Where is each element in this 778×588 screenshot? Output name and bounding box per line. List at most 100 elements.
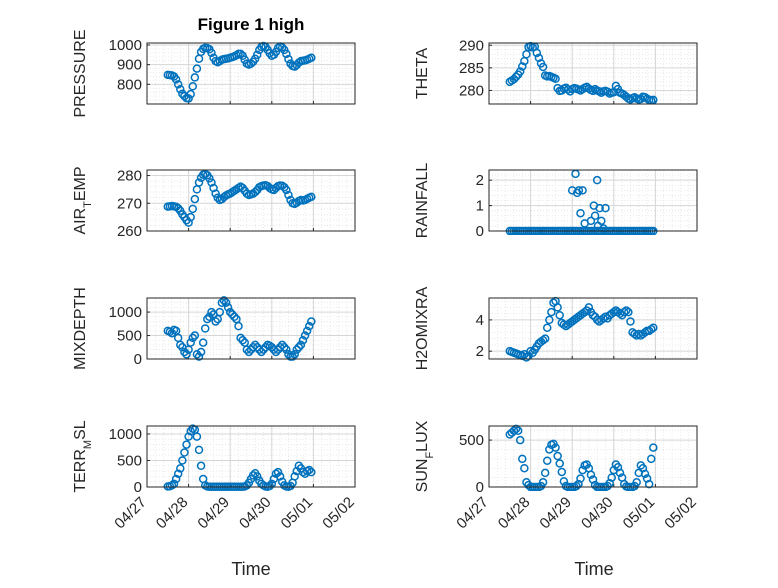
y-tick-label: 285 xyxy=(459,60,484,77)
y-tick-label: 290 xyxy=(459,37,484,54)
data-point xyxy=(586,470,596,480)
data-point xyxy=(288,352,297,361)
y-axis-label: PRESSURE xyxy=(72,29,89,117)
data-point xyxy=(526,346,535,356)
y-axis-label: THETA xyxy=(414,48,431,100)
data-point xyxy=(599,224,608,233)
data-point xyxy=(246,59,256,68)
data-point xyxy=(194,178,204,187)
data-point xyxy=(194,352,204,361)
y-tick-label: 0 xyxy=(134,351,142,368)
data-point xyxy=(261,343,270,352)
data-point xyxy=(192,64,202,73)
y-tick-label: 0 xyxy=(476,223,484,240)
data-point xyxy=(290,472,299,481)
data-point xyxy=(176,340,185,350)
data-point xyxy=(190,331,200,340)
data-point xyxy=(615,468,625,478)
data-point xyxy=(173,80,183,89)
data-point xyxy=(555,459,564,468)
data-point xyxy=(553,451,562,461)
y-tick-label: 260 xyxy=(117,223,142,240)
axes-background xyxy=(147,43,355,104)
data-point xyxy=(584,303,594,312)
y-tick-label: 4 xyxy=(476,312,484,329)
data-point xyxy=(290,350,299,359)
data-point xyxy=(282,49,291,59)
axes-frame xyxy=(146,297,356,360)
data-point xyxy=(176,464,185,473)
data-point xyxy=(509,426,519,435)
axes-background xyxy=(489,426,697,487)
x-tick-label: 05/01 xyxy=(278,494,317,533)
x-tick-label: 05/01 xyxy=(620,494,659,533)
data-point xyxy=(223,303,233,312)
data-point xyxy=(196,347,206,357)
y-tick-label: 280 xyxy=(117,168,142,185)
data-series xyxy=(505,296,658,362)
y-tick-label: 1000 xyxy=(109,304,142,321)
data-point xyxy=(277,340,287,350)
y-tick-label: 1000 xyxy=(109,426,142,443)
data-point xyxy=(595,203,604,213)
y-tick-label: 280 xyxy=(459,82,484,99)
data-point xyxy=(588,310,598,320)
data-point xyxy=(513,426,523,435)
data-point xyxy=(186,338,195,347)
subplot: 0 500 1000 MIXDEPTH xyxy=(72,287,356,370)
data-point xyxy=(236,333,245,343)
data-point xyxy=(225,307,235,317)
data-point xyxy=(236,49,245,59)
data-point xyxy=(540,334,550,343)
data-point xyxy=(632,478,641,487)
data-point xyxy=(252,50,262,60)
x-tick-label: 04/28 xyxy=(153,494,192,533)
data-point xyxy=(211,317,220,326)
data-point xyxy=(578,186,587,195)
data-point xyxy=(540,468,550,478)
data-series xyxy=(163,169,316,227)
data-point xyxy=(597,216,606,226)
data-point xyxy=(538,62,548,72)
data-point xyxy=(601,203,610,213)
data-point xyxy=(180,347,189,357)
data-point xyxy=(284,54,293,64)
data-point xyxy=(644,479,654,489)
axes-frame xyxy=(146,169,356,232)
data-point xyxy=(176,84,185,94)
data-point xyxy=(188,204,198,214)
data-point xyxy=(294,343,304,352)
y-tick-label: 270 xyxy=(117,195,142,212)
data-point xyxy=(576,474,585,483)
data-point xyxy=(217,298,227,307)
data-point xyxy=(300,331,310,340)
y-axis-label: RAINFALL xyxy=(414,163,431,239)
data-point xyxy=(646,454,656,464)
data-point xyxy=(194,445,204,455)
x-tick-label: 05/02 xyxy=(319,494,358,533)
data-point xyxy=(555,310,564,320)
data-point xyxy=(515,67,525,76)
y-axis-label: TERRMSL xyxy=(72,420,94,492)
data-point xyxy=(171,75,181,84)
data-point xyxy=(184,94,193,103)
data-point xyxy=(580,307,589,317)
axes-frame xyxy=(146,42,356,105)
data-point xyxy=(626,317,635,326)
data-point xyxy=(511,72,521,82)
data-point xyxy=(518,454,527,464)
data-point xyxy=(545,315,554,325)
data-point xyxy=(292,345,302,354)
data-point xyxy=(284,350,293,359)
y-tick-label: 1 xyxy=(476,198,484,215)
data-series xyxy=(163,296,316,361)
data-point xyxy=(184,432,193,441)
axes-frame xyxy=(488,425,698,488)
y-tick-label: 2 xyxy=(476,172,484,189)
x-axis-label-right: Time xyxy=(574,559,613,579)
data-point xyxy=(180,448,189,457)
data-point xyxy=(590,211,600,220)
data-point xyxy=(511,424,521,434)
data-point xyxy=(592,175,602,185)
